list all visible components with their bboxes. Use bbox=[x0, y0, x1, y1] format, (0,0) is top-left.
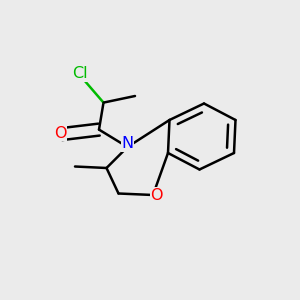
Text: O: O bbox=[150, 188, 163, 202]
Text: O: O bbox=[54, 126, 66, 141]
Text: Cl: Cl bbox=[72, 66, 87, 81]
Text: N: N bbox=[122, 136, 134, 152]
